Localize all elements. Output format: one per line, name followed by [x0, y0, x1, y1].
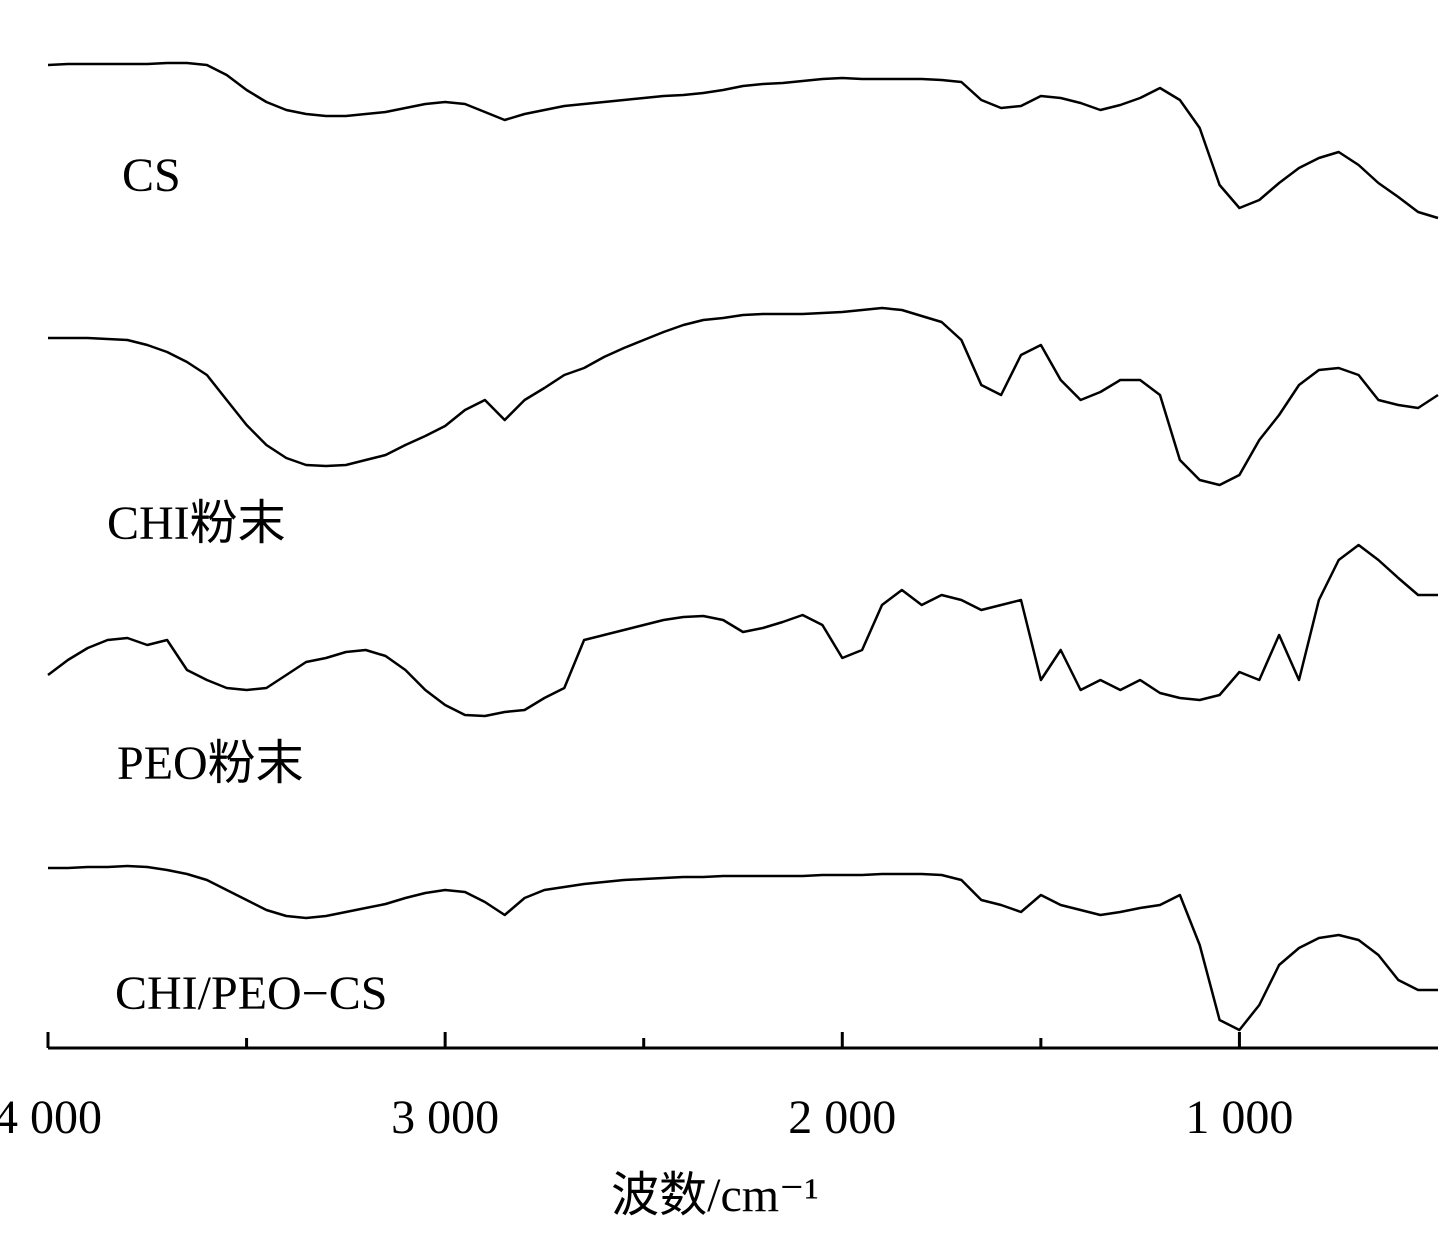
series-label: CHI/PEO−CS: [115, 967, 387, 1020]
spectrum-line: [47, 61, 1439, 220]
series-label: PEO粉末: [117, 737, 304, 790]
spectrum-line: [48, 864, 1438, 1032]
x-tick-label: 4 000: [0, 1091, 102, 1144]
x-tick-label: 1 000: [1185, 1091, 1293, 1144]
spectrum-line: [47, 543, 1438, 718]
x-axis-label: 波数/cm⁻¹: [611, 1169, 819, 1222]
x-tick-label: 3 000: [391, 1091, 499, 1144]
x-tick-label: 2 000: [788, 1091, 896, 1144]
series-label: CS: [122, 149, 181, 202]
spectrum-line: [48, 306, 1439, 487]
series-label: CHI粉末: [107, 497, 286, 550]
